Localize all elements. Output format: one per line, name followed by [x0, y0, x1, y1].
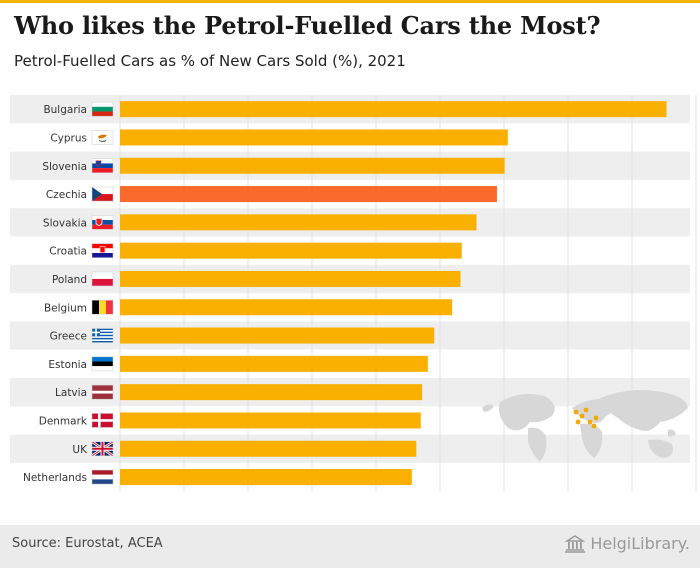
category-label: Poland	[52, 274, 87, 286]
bar-latvia	[120, 384, 423, 401]
bar-poland	[120, 270, 461, 287]
bar-estonia	[120, 355, 428, 372]
category-label: Netherlands	[23, 472, 87, 484]
estonia-flag-icon	[91, 356, 114, 372]
bar-chart: Bulgaria Cyprus Slovenia Czechia Slovakia Cro…	[10, 95, 697, 492]
bar-slovakia	[120, 214, 477, 231]
chart-title: Who likes the Petrol-Fuelled Cars the Mo…	[14, 11, 601, 40]
continent-shape	[499, 394, 555, 431]
cyprus-flag-icon	[91, 130, 114, 145]
continent-shape	[528, 427, 547, 462]
category-label: Slovakia	[43, 217, 87, 229]
greece-flag-icon	[91, 328, 114, 343]
category-label: UK	[72, 444, 88, 456]
latvia-flag-icon	[91, 384, 114, 400]
country-dot	[579, 413, 585, 419]
uk-flag-icon	[91, 440, 114, 457]
continent-shape	[648, 439, 673, 458]
footer: Source: Eurostat, ACEA HelgiLibrary.	[0, 525, 700, 568]
slovenia-flag-icon	[91, 158, 114, 173]
bar-uk	[120, 440, 417, 457]
accent-top-bar	[0, 0, 700, 3]
category-label: Bulgaria	[43, 104, 87, 116]
category-label: Cyprus	[50, 132, 87, 144]
country-dot	[587, 419, 593, 425]
netherlands-flag-icon	[91, 469, 114, 485]
category-label: Croatia	[49, 246, 87, 258]
brand-logo[interactable]: HelgiLibrary.	[564, 534, 690, 553]
country-flags	[91, 101, 114, 485]
country-dot	[573, 409, 579, 415]
bar-czechia	[120, 186, 497, 203]
continent-shape	[600, 390, 688, 431]
czechia-flag-icon	[91, 186, 114, 202]
poland-flag-icon	[91, 271, 114, 287]
country-dot	[575, 419, 581, 425]
croatia-flag-icon	[91, 243, 114, 258]
continent-shape	[580, 423, 603, 458]
category-label: Greece	[50, 331, 87, 343]
category-label: Latvia	[55, 387, 87, 399]
country-dot	[591, 423, 597, 429]
slovakia-flag-icon	[91, 215, 114, 230]
chart-subtitle: Petrol-Fuelled Cars as % of New Cars Sol…	[14, 52, 406, 70]
bar-slovenia	[120, 157, 505, 174]
country-dot	[583, 407, 589, 413]
brand-name: HelgiLibrary.	[590, 534, 690, 553]
denmark-flag-icon	[91, 413, 114, 428]
europe-highlight	[573, 407, 599, 429]
continent-shape	[482, 404, 494, 412]
bar-denmark	[120, 412, 421, 429]
category-label: Belgium	[44, 302, 87, 314]
country-dot	[593, 415, 599, 421]
bar-cyprus	[120, 129, 508, 146]
bar-netherlands	[120, 469, 412, 486]
bar-bulgaria	[120, 101, 667, 118]
category-label: Czechia	[46, 189, 87, 201]
category-labels: Bulgaria Cyprus Slovenia Czechia Slovakia Cro…	[23, 104, 88, 484]
bar-greece	[120, 327, 435, 344]
source-note: Source: Eurostat, ACEA	[12, 536, 163, 551]
world-map-icon	[482, 390, 688, 462]
category-label: Slovenia	[42, 161, 87, 173]
category-label: Estonia	[48, 359, 87, 371]
bars	[120, 101, 667, 486]
category-label: Denmark	[39, 415, 88, 427]
bulgaria-flag-icon	[91, 101, 114, 117]
bar-croatia	[120, 242, 462, 259]
library-building-icon	[564, 534, 586, 553]
bar-belgium	[120, 299, 453, 316]
continent-shape	[668, 429, 676, 437]
belgium-flag-icon	[91, 300, 114, 315]
